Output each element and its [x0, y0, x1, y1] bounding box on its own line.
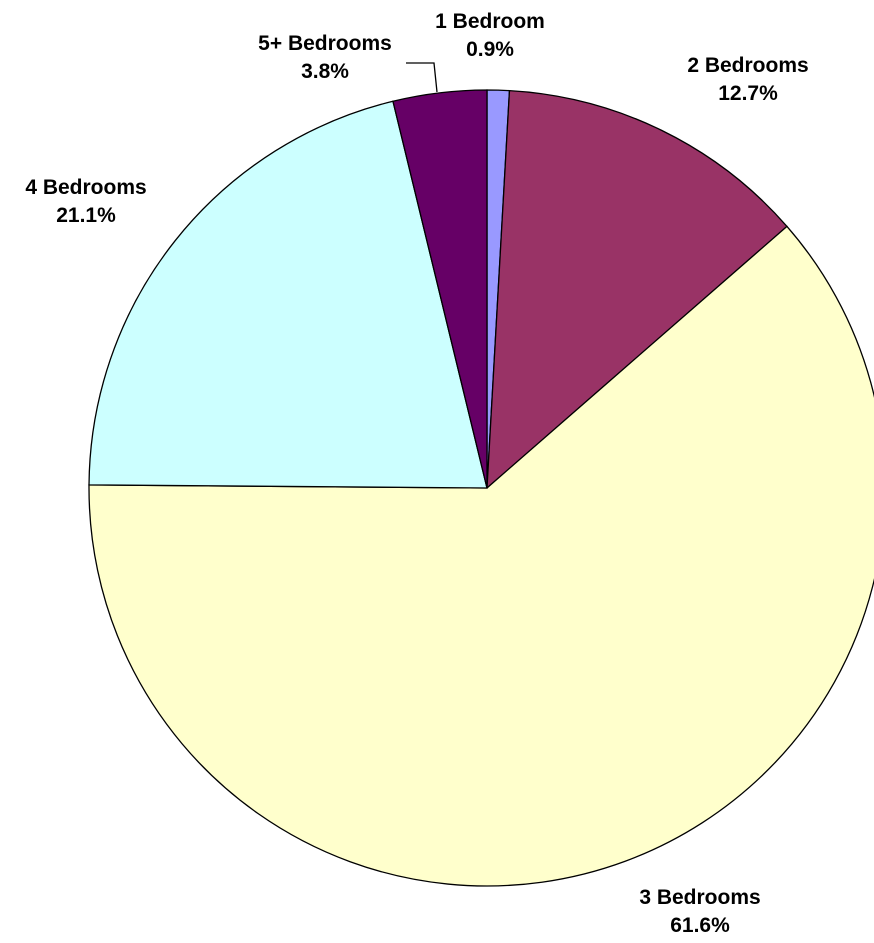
slice-category-label-1-bedroom: 1 Bedroom	[435, 10, 545, 33]
slice-category-label-5-bedrooms: 5+ Bedrooms	[258, 32, 392, 55]
slice-percent-label-4-bedrooms: 21.1%	[56, 204, 116, 227]
slice-percent-label-2-bedrooms: 12.7%	[718, 82, 778, 105]
slice-percent-label-1-bedroom: 0.9%	[466, 38, 514, 61]
leader-lines	[406, 62, 438, 93]
pie-slice-2-bedrooms	[486, 89, 788, 490]
pie-slices	[88, 89, 874, 887]
slice-category-label-4-bedrooms: 4 Bedrooms	[25, 176, 146, 199]
pie-slice-5-bedrooms	[392, 89, 488, 489]
slice-percent-label-3-bedrooms: 61.6%	[670, 914, 730, 937]
slice-category-label-2-bedrooms: 2 Bedrooms	[687, 54, 808, 77]
slice-percent-label-5-bedrooms: 3.8%	[301, 60, 349, 83]
pie-slice-4-bedrooms	[88, 100, 488, 489]
data-labels: 1 Bedroom 0.9% 2 Bedrooms 12.7% 3 Bedrooms 61…	[25, 10, 808, 937]
slice-category-label-3-bedrooms: 3 Bedrooms	[639, 886, 760, 909]
leader-line-5-bedrooms	[406, 62, 438, 93]
pie-slice-3-bedrooms	[88, 225, 874, 887]
